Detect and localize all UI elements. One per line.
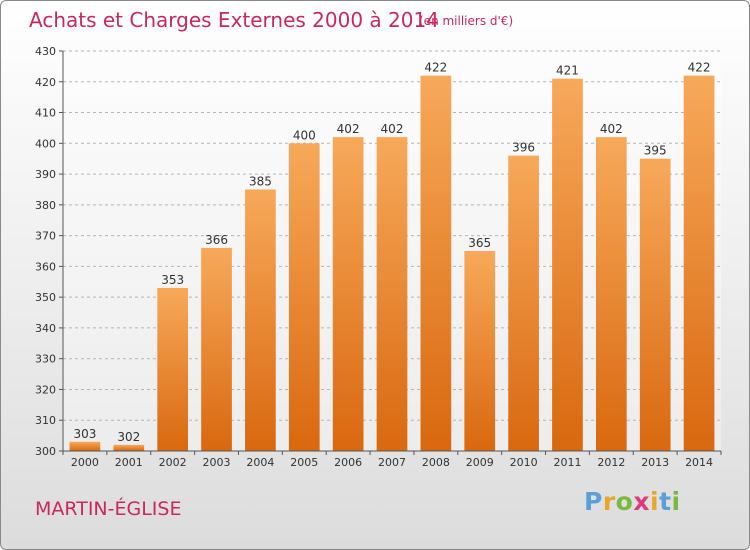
data-label: 365 [468, 236, 491, 250]
y-tick-label: 370 [35, 230, 56, 243]
y-tick-label: 380 [35, 199, 56, 212]
bar-2003 [201, 247, 232, 451]
logo-letter: i [650, 487, 660, 516]
x-tick-label: 2001 [115, 456, 143, 469]
y-tick-label: 310 [35, 414, 56, 427]
x-tick-label: 2007 [378, 456, 406, 469]
x-tick-label: 2014 [685, 456, 713, 469]
x-tick-label: 2005 [290, 456, 318, 469]
logo-letter: i [671, 487, 681, 516]
x-tick-label: 2004 [246, 456, 274, 469]
logo-letter: P [584, 487, 603, 516]
data-label: 366 [205, 233, 228, 247]
data-label: 402 [337, 122, 360, 136]
y-tick-label: 350 [35, 291, 56, 304]
y-tick-label: 320 [35, 383, 56, 396]
x-tick-label: 2009 [466, 456, 494, 469]
y-tick-label: 360 [35, 260, 56, 273]
data-label: 402 [381, 122, 404, 136]
x-tick-label: 2010 [510, 456, 538, 469]
bar-2001 [113, 444, 145, 451]
y-tick-label: 300 [35, 445, 56, 458]
data-label: 422 [424, 61, 447, 75]
logo-letter: t [659, 487, 672, 516]
bar-2007 [376, 137, 408, 451]
bar-2011 [552, 78, 583, 451]
data-label: 302 [117, 430, 140, 444]
bar-2009 [464, 251, 496, 451]
labels: 300 310 320 330 340 350 360 370 380 390 400 410 420 4… [35, 45, 713, 469]
bar-2010 [508, 155, 539, 451]
bar-2006 [332, 137, 364, 451]
bar-2000 [69, 441, 101, 451]
data-label: 353 [161, 273, 184, 287]
chart-title: Achats et Charges Externes 2000 à 2014 [29, 8, 439, 32]
x-tick-label: 2012 [597, 456, 625, 469]
data-label: 395 [644, 144, 667, 158]
bar-2014 [683, 75, 715, 451]
x-tick-label: 2002 [159, 456, 187, 469]
y-tick-label: 330 [35, 353, 56, 366]
bar-2013 [639, 158, 671, 451]
y-tick-label: 340 [35, 322, 56, 335]
bar-2008 [420, 75, 452, 451]
x-tick-label: 2011 [553, 456, 581, 469]
logo-letter: x [633, 487, 650, 516]
y-tick-label: 430 [35, 45, 56, 58]
data-label: 303 [73, 427, 96, 441]
bar-2012 [595, 137, 627, 451]
proxiti-logo: Proxiti [584, 487, 681, 516]
logo-letter: r [602, 487, 616, 516]
y-tick-label: 410 [35, 107, 56, 120]
chart-subtitle: (en milliers d'€) [419, 14, 514, 28]
logo-letter: o [615, 487, 634, 516]
y-tick-label: 400 [35, 137, 56, 150]
bar-2002 [157, 287, 189, 451]
data-label: 396 [512, 141, 535, 155]
data-label: 421 [556, 64, 579, 78]
data-label: 400 [293, 128, 316, 142]
x-tick-label: 2000 [71, 456, 99, 469]
x-tick-label: 2008 [422, 456, 450, 469]
axes [59, 50, 722, 455]
bars [69, 75, 715, 452]
x-tick-label: 2003 [203, 456, 231, 469]
data-label: 422 [688, 61, 711, 75]
data-label: 402 [600, 122, 623, 136]
y-tick-label: 390 [35, 168, 56, 181]
location-name: MARTIN-ÉGLISE [35, 498, 182, 520]
x-tick-label: 2006 [334, 456, 362, 469]
bar-2005 [288, 143, 320, 452]
bar-2004 [245, 189, 276, 451]
x-tick-label: 2013 [641, 456, 669, 469]
y-tick-label: 420 [35, 76, 56, 89]
data-label: 385 [249, 174, 272, 188]
